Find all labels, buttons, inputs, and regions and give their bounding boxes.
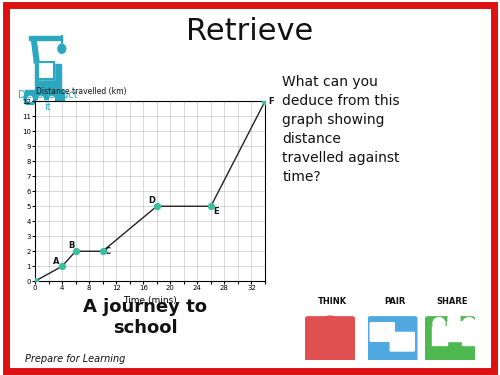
FancyBboxPatch shape (368, 316, 418, 362)
Text: A: A (54, 256, 60, 265)
Polygon shape (31, 38, 39, 64)
FancyBboxPatch shape (390, 332, 415, 352)
Point (31, 278, 39, 284)
Text: E: E (214, 207, 219, 216)
Point (72, 248, 80, 254)
Circle shape (38, 96, 44, 102)
Circle shape (52, 92, 64, 106)
Circle shape (433, 318, 445, 329)
Text: C: C (105, 247, 111, 256)
Circle shape (24, 92, 36, 106)
Text: What can you
deduce from this
graph showing
distance
travelled against
time?: What can you deduce from this graph show… (282, 75, 400, 184)
Circle shape (463, 318, 475, 329)
Bar (38, 62, 54, 79)
Circle shape (58, 44, 66, 53)
Circle shape (50, 96, 54, 102)
Text: SHARE: SHARE (437, 297, 468, 306)
Point (58, 263, 66, 269)
Bar (462, 326, 476, 345)
FancyBboxPatch shape (370, 322, 395, 342)
Text: F: F (268, 97, 274, 106)
FancyBboxPatch shape (305, 316, 355, 362)
Point (261, 98, 269, 104)
Bar (432, 326, 446, 345)
Text: B: B (68, 242, 74, 250)
Text: D: D (148, 196, 156, 205)
Bar (446, 321, 462, 340)
Point (98, 248, 106, 254)
Text: Retrieve: Retrieve (186, 17, 314, 46)
Text: THINK: THINK (318, 297, 347, 306)
Circle shape (28, 96, 32, 102)
FancyBboxPatch shape (425, 316, 475, 362)
Point (153, 203, 161, 209)
Point (207, 203, 215, 209)
Text: Prepare for Learning: Prepare for Learning (25, 354, 126, 364)
Circle shape (312, 319, 348, 352)
Text: Deconstruct
it: Deconstruct it (18, 90, 78, 112)
Text: A journey to
school: A journey to school (83, 298, 207, 337)
Circle shape (320, 316, 340, 336)
Bar (25, 90, 64, 99)
X-axis label: Time (mins): Time (mins) (123, 296, 177, 304)
Text: PAIR: PAIR (384, 297, 406, 306)
Bar (38, 62, 54, 79)
Bar (34, 64, 60, 90)
Text: Distance travelled (km): Distance travelled (km) (36, 87, 126, 96)
Circle shape (448, 313, 460, 324)
Bar (30, 36, 62, 40)
